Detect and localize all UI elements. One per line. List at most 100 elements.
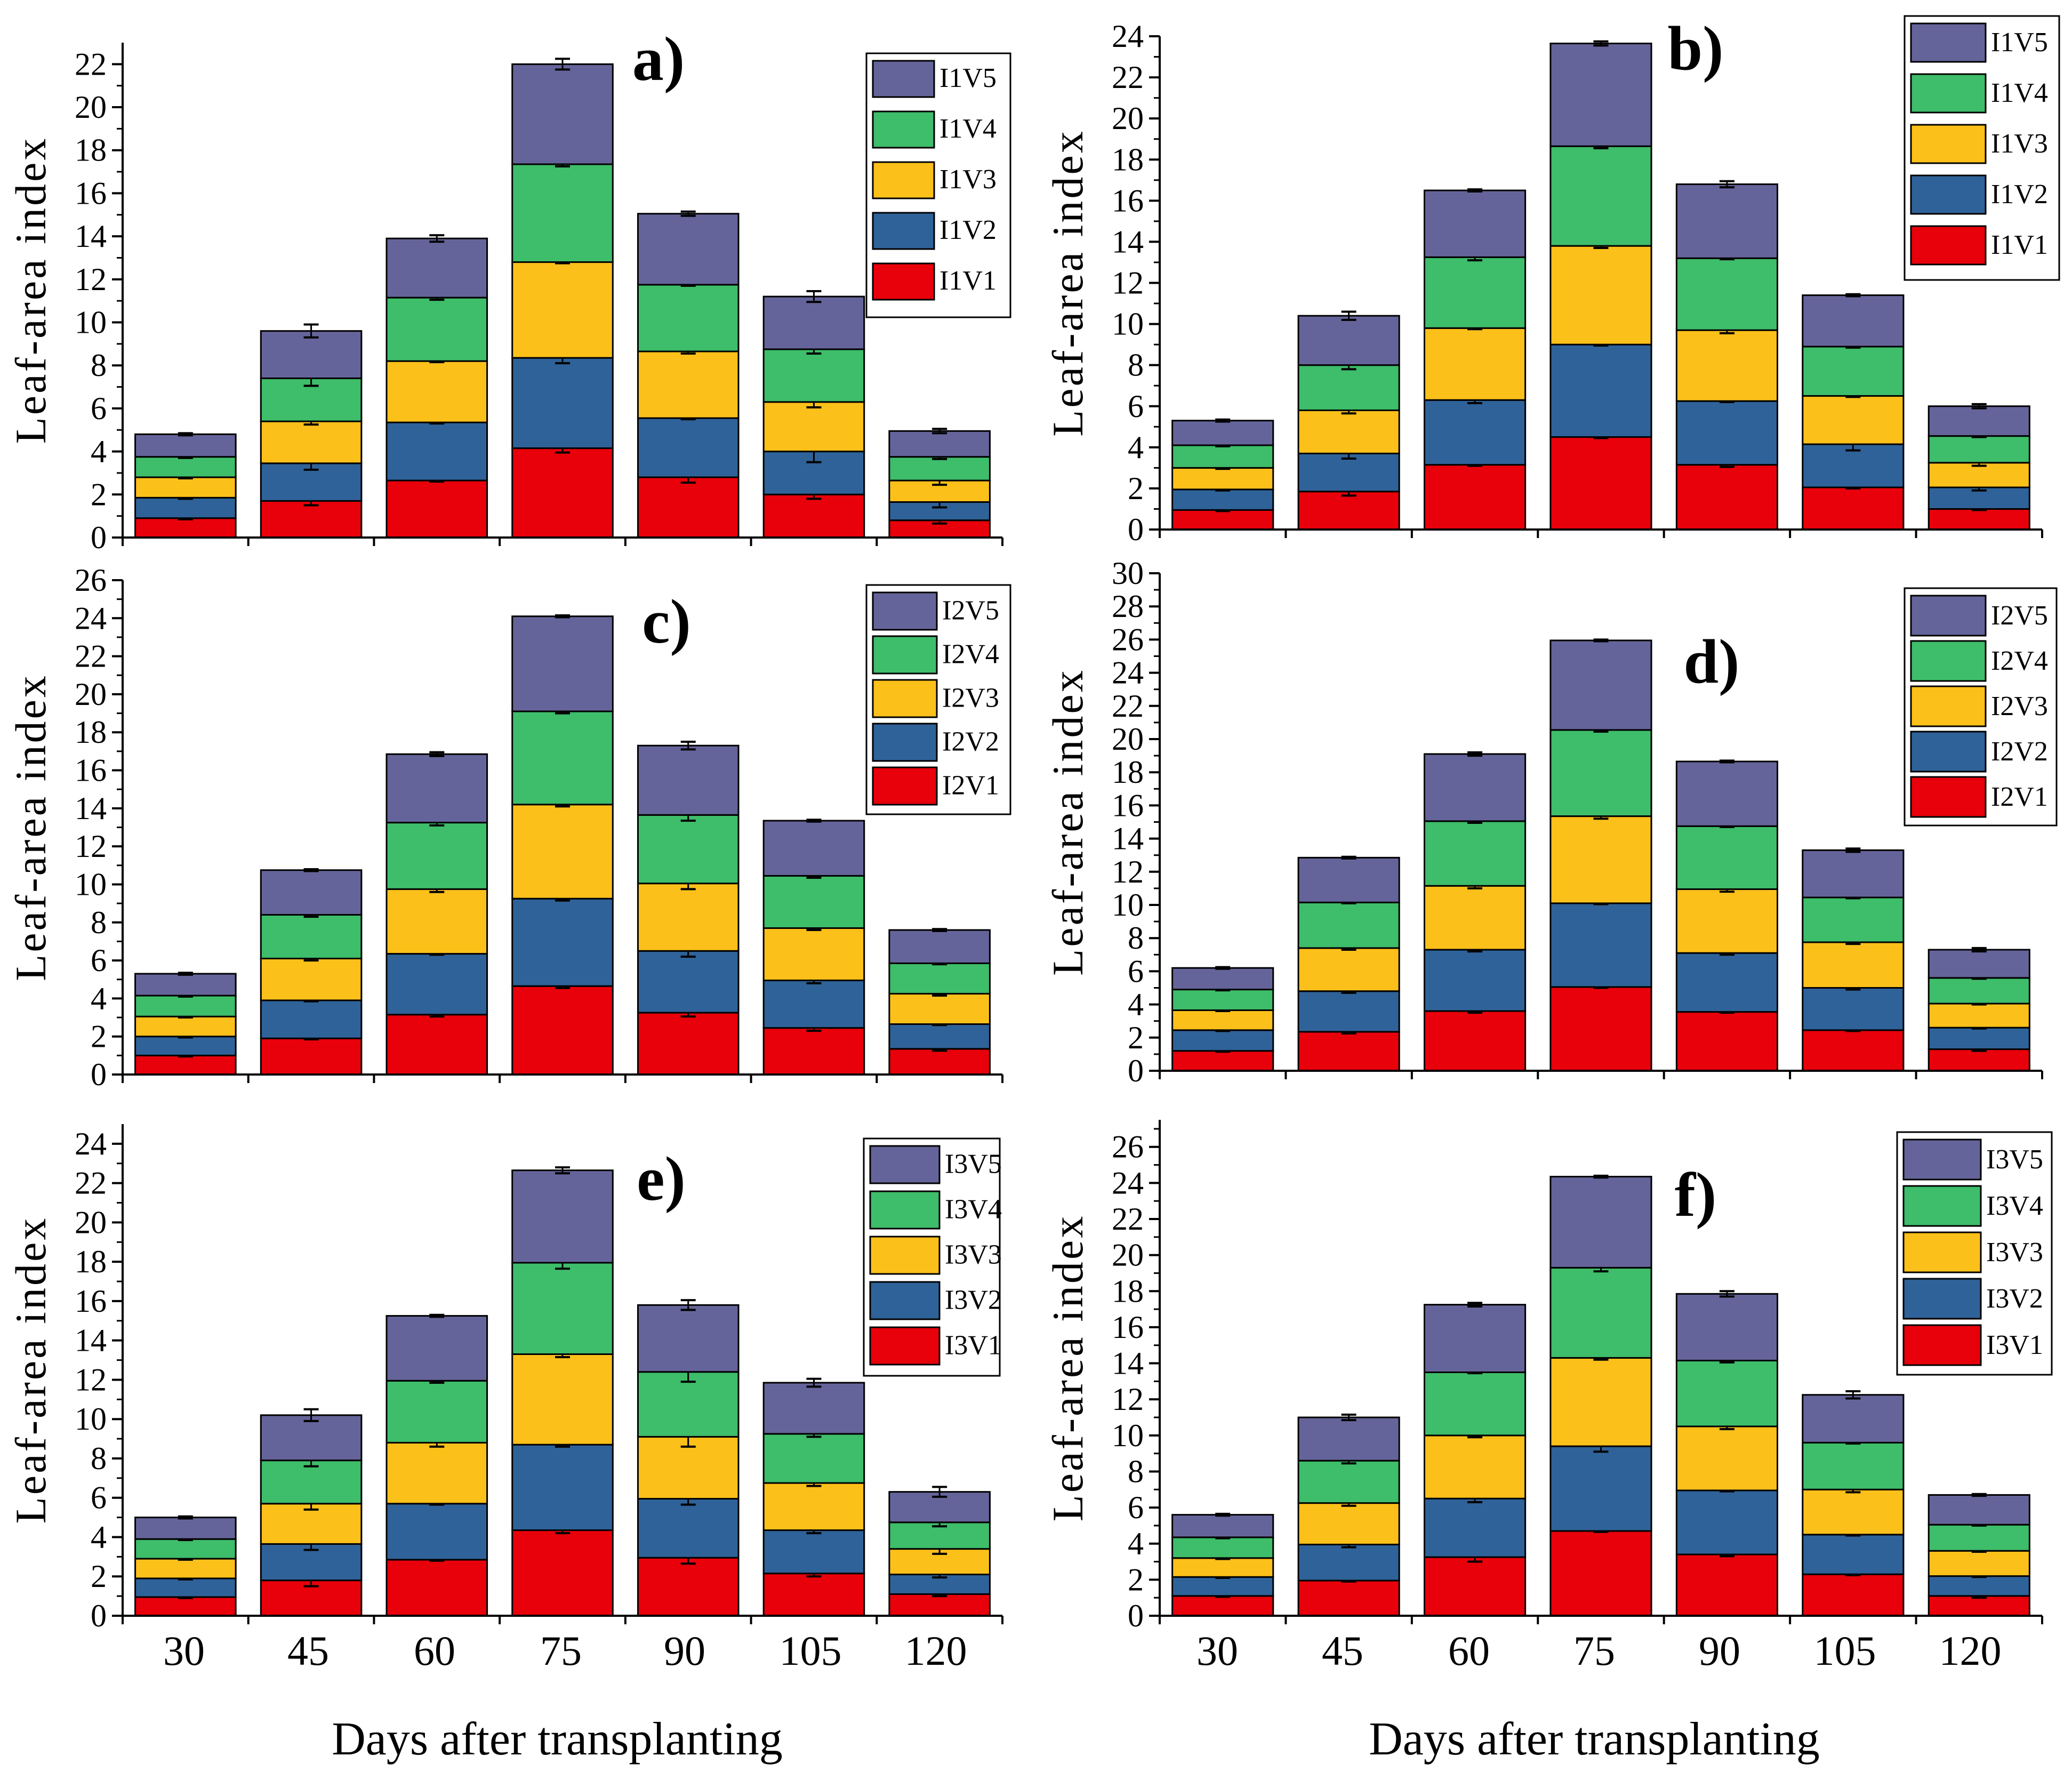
error-bar-I2V5-day-30 (178, 972, 193, 976)
error-bar-I1V5-day-60 (1467, 188, 1483, 193)
bar-I3V4-day-105 (762, 1433, 865, 1484)
bar-I3V4-day-90 (1675, 1359, 1779, 1428)
bar-I2V5-day-45 (260, 869, 363, 916)
bar-I2V4-day-30 (1171, 989, 1274, 1011)
bar-I2V4-day-105 (1802, 896, 1905, 943)
legend-swatch-I3V3 (1902, 1231, 1982, 1273)
bar-I3V1-day-75 (511, 1529, 614, 1617)
bar-I1V4-day-30 (134, 456, 237, 478)
y-tick-label: 18 (75, 133, 107, 168)
bar-I3V4-day-30 (134, 1538, 237, 1560)
y-tick-label: 2 (91, 477, 107, 512)
y-tick-label: 22 (75, 639, 107, 674)
y-tick-label: 14 (1112, 224, 1144, 259)
legend-swatch-I3V3 (869, 1236, 941, 1275)
y-tick-label: 12 (75, 1362, 107, 1397)
bar-I3V5-day-60 (1424, 1304, 1527, 1373)
bar-I1V3-day-30 (1171, 467, 1274, 491)
bar-I3V4-day-120 (1928, 1524, 2030, 1552)
legend-label-I2V5: I2V5 (1991, 600, 2048, 631)
legend-label-I2V1: I2V1 (1991, 782, 2048, 812)
bar-I1V5-day-75 (1549, 42, 1652, 147)
legend-swatch-I3V4 (1902, 1185, 1982, 1227)
y-tick-label: 26 (75, 563, 107, 598)
y-tick-label: 20 (75, 1205, 107, 1240)
bar-I2V1-day-90 (1675, 1011, 1779, 1072)
y-tick-label: 20 (75, 90, 107, 125)
y-tick-label: 18 (1112, 142, 1144, 177)
bar-I1V5-day-120 (1928, 405, 2030, 437)
panel-a: 0 2 4 6 8 10 12 14 16 18 20 22 Leaf-area index a) I1V5… (6, 24, 1011, 555)
bar-I2V2-day-120 (1928, 1027, 2030, 1051)
y-tick-label: 10 (75, 305, 107, 340)
y-tick-label: 22 (75, 46, 107, 82)
y-tick-label: 20 (1112, 721, 1144, 757)
legend: I2V5 I2V4 I2V3 I2V2 I2V1 (865, 584, 1011, 815)
bar-I1V4-day-75 (511, 163, 614, 263)
bar-I1V5-day-105 (762, 295, 865, 350)
bar-I2V1-day-60 (1424, 1010, 1527, 1072)
y-tick-label: 22 (1112, 688, 1144, 724)
error-bar-I2V5-day-105 (1845, 847, 1861, 853)
legend-label-I2V3: I2V3 (1991, 691, 2048, 721)
bar-I3V2-day-75 (1549, 1445, 1652, 1532)
y-tick-label: 0 (1128, 1053, 1144, 1088)
legend-label-I3V5: I3V5 (1986, 1144, 2043, 1175)
legend: I1V5 I1V4 I1V3 I1V2 I1V1 (865, 52, 1011, 318)
error-bar-I3V5-day-30 (178, 1515, 193, 1520)
legend-label-I3V4: I3V4 (945, 1194, 1002, 1224)
bar-I2V2-day-90 (637, 950, 740, 1014)
legend-swatch-I1V4 (872, 110, 935, 149)
bar-I2V3-day-75 (511, 804, 614, 900)
bar-I2V5-day-30 (134, 973, 237, 997)
legend-label-I2V1: I2V1 (942, 770, 999, 800)
legend-label-I3V4: I3V4 (1986, 1191, 2043, 1221)
panel-label: c) (642, 587, 691, 656)
bar-I1V2-day-30 (1171, 488, 1274, 511)
bar-I2V2-day-105 (762, 980, 865, 1029)
error-bar-I1V5-day-90 (680, 210, 696, 217)
bar-I1V1-day-30 (1171, 509, 1274, 531)
bar-I2V5-day-30 (1171, 967, 1274, 991)
bar-I1V3-day-60 (386, 360, 488, 423)
legend-swatch-I1V5 (1910, 22, 1987, 63)
bar-I1V5-day-30 (134, 433, 237, 458)
bar-I1V4-day-120 (888, 456, 991, 482)
legend-label-I3V5: I3V5 (945, 1149, 1002, 1179)
y-tick-label: 26 (1112, 1129, 1144, 1165)
x-tick-label-30: 30 (1196, 1627, 1238, 1674)
bar-I2V1-day-45 (1297, 1031, 1400, 1072)
y-tick-label: 14 (1112, 821, 1144, 856)
y-tick-label: 4 (91, 1519, 107, 1554)
bar-I2V3-day-60 (386, 888, 488, 955)
bar-I1V3-day-105 (762, 401, 865, 453)
legend-swatch-I1V2 (1910, 174, 1987, 215)
bar-I1V1-day-90 (1675, 464, 1779, 531)
y-tick-label: 16 (75, 175, 107, 211)
bar-I2V4-day-45 (260, 914, 363, 960)
error-bar-I2V5-day-45 (1341, 855, 1356, 860)
y-tick-label: 22 (75, 1166, 107, 1201)
y-tick-label: 10 (1112, 1418, 1144, 1453)
bar-I1V5-day-45 (1297, 315, 1400, 366)
x-axis-title-left: Days after transplanting (332, 1713, 783, 1765)
legend-swatch-I1V3 (872, 161, 935, 199)
bar-I2V3-day-90 (1675, 888, 1779, 954)
x-axis-title-right: Days after transplanting (1369, 1713, 1820, 1765)
panel-label: a) (632, 24, 685, 94)
bar-I1V3-day-90 (637, 350, 740, 419)
y-tick-label: 12 (1112, 854, 1144, 889)
error-bar-I2V5-day-75 (1593, 638, 1609, 643)
error-bar-I2V5-day-60 (429, 751, 445, 757)
y-tick-label: 24 (75, 600, 107, 636)
y-tick-label: 18 (1112, 1273, 1144, 1309)
legend-swatch-I3V2 (1902, 1278, 1982, 1320)
bar-I3V2-day-75 (511, 1444, 614, 1532)
x-tick-label-60: 60 (414, 1627, 455, 1674)
error-bar-I3V5-day-75 (1593, 1174, 1609, 1179)
y-tick-label: 10 (1112, 887, 1144, 923)
bar-I1V5-day-30 (1171, 420, 1274, 446)
